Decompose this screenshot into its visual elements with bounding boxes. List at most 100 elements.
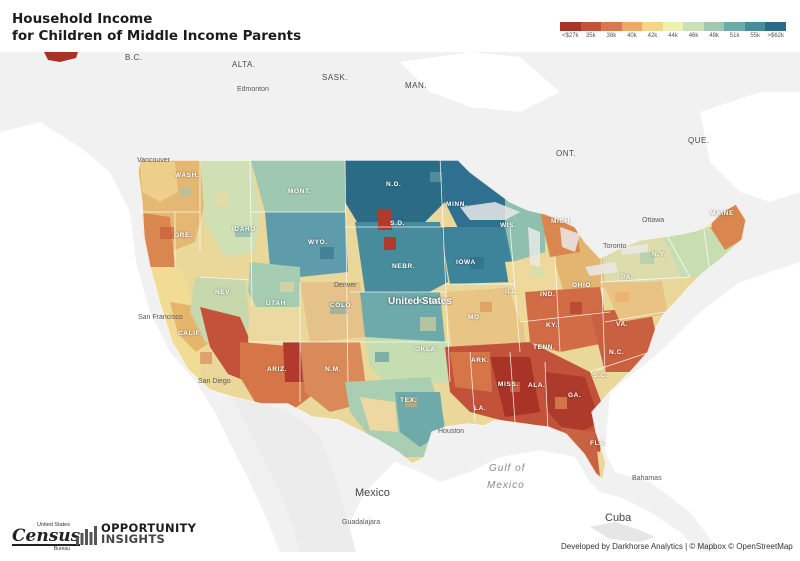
label-wash: WASH. (175, 172, 200, 179)
legend-label: 55k (750, 33, 761, 39)
label-san-diego: San Diego (198, 378, 231, 385)
label-ark: ARK. (471, 357, 490, 364)
label-ga: GA. (568, 392, 582, 399)
label-mo: MO. (468, 314, 483, 321)
label-sd: S.D. (390, 220, 406, 227)
legend-label: 46k (688, 33, 699, 39)
legend-swatch (601, 22, 622, 31)
label-va: VA. (616, 321, 629, 328)
legend-swatch (744, 22, 766, 31)
label-nebr: NEBR. (392, 263, 416, 270)
legend-label: 51k (729, 33, 740, 39)
legend-swatch (560, 22, 581, 31)
label-ottawa: Ottawa (642, 217, 665, 224)
label-ohio: OHIO (572, 282, 592, 289)
map-attribution[interactable]: Developed by Darkhorse Analytics | © Map… (561, 542, 793, 551)
label-edmonton: Edmonton (237, 86, 269, 93)
label-mich: MICH. (551, 218, 573, 225)
legend-swatch (724, 22, 745, 31)
label-fla: FLA. (590, 440, 607, 447)
label-kans: KANS. (418, 298, 442, 305)
label-que: QUE. (688, 136, 710, 145)
label-utah: UTAH (266, 300, 286, 307)
label-miss: MISS. (498, 381, 519, 388)
label-ky: KY. (546, 322, 558, 329)
title-line-2: for Children of Middle Income Parents (12, 28, 302, 44)
census-logo-sub-text: Bureau (53, 546, 70, 552)
oi-logo-line-1: OPPORTUNITY (101, 521, 197, 535)
choropleth-map[interactable]: B.C. ALTA. SASK. MAN. ONT. QUE. Edmonton… (0, 52, 800, 552)
census-logo-word: Census (12, 526, 81, 546)
label-maine: MAINE (710, 210, 734, 217)
label-guadalajara: Guadalajara (342, 519, 381, 526)
title-line-1: Household Income (12, 11, 153, 27)
label-mexico: Mexico (355, 487, 390, 499)
legend-swatch (621, 22, 643, 31)
label-iowa: IOWA (456, 259, 476, 266)
label-gulf-mexico: Mexico (487, 480, 525, 491)
label-ind: IND. (540, 291, 556, 298)
census-logo-top-text: United States (36, 522, 70, 528)
legend-label: 48k (709, 33, 719, 39)
label-ny: N.Y. (652, 251, 667, 258)
label-nm: N.M. (325, 366, 342, 373)
label-wyo: WYO. (308, 239, 328, 246)
label-houston: Houston (438, 428, 465, 435)
label-tex: TEX. (400, 397, 417, 404)
label-idaho: IDAHO (232, 226, 256, 233)
label-sask: SASK. (322, 73, 349, 82)
label-man: MAN. (405, 81, 427, 90)
label-ariz: ARIZ. (267, 366, 287, 373)
map-title: Household Income for Children of Middle … (12, 11, 301, 45)
label-ont: ONT. (556, 149, 577, 158)
legend-label: <$27k (562, 33, 579, 39)
label-minn: MINN. (446, 201, 468, 208)
label-calif: CALIF. (178, 330, 202, 337)
label-toronto: Toronto (603, 243, 627, 250)
label-ala: ALA. (528, 382, 546, 389)
label-bc: B.C. (125, 53, 143, 62)
legend-labels: <$27k 35k 38k 40k 42k 44k 46k 48k 51k 55k >$62k (560, 33, 786, 39)
legend-label: 35k (585, 33, 596, 39)
label-la: LA. (474, 405, 487, 412)
legend-label: >$62k (767, 33, 784, 39)
label-denver: Denver (334, 282, 357, 289)
legend-label: 44k (668, 33, 678, 39)
legend-swatch (642, 22, 663, 31)
legend-swatch (683, 22, 704, 31)
legend-swatch (703, 22, 725, 31)
label-pa: PA. (621, 274, 634, 281)
label-tenn: TENN. (533, 344, 556, 351)
legend-label: 42k (647, 33, 658, 39)
legend-swatch (580, 22, 602, 31)
footer: United States Census Bureau OPPORTUNITY … (0, 518, 800, 561)
legend-label: 40k (627, 33, 637, 39)
label-nd: N.D. (386, 181, 402, 188)
lake-superior (460, 202, 520, 220)
opportunity-insights-logo: OPPORTUNITY INSIGHTS (76, 521, 197, 546)
label-cuba: Cuba (605, 512, 632, 524)
label-ore: ORE. (174, 232, 193, 239)
legend-swatch (765, 22, 787, 31)
label-mont: MONT. (288, 188, 312, 195)
label-united-states: United States (388, 296, 452, 307)
census-bureau-logo: United States Census Bureau (12, 522, 81, 552)
label-sc: S.C. (593, 372, 609, 379)
map-canvas[interactable] (0, 52, 800, 552)
header: Household Income for Children of Middle … (0, 0, 800, 52)
income-legend: <$27k 35k 38k 40k 42k 44k 46k 48k 51k 55k >$62k (560, 22, 787, 39)
label-gulf-of: Gulf of (489, 463, 526, 474)
label-alta: ALTA. (232, 60, 256, 69)
label-nev: NEV. (215, 289, 232, 296)
legend-label: 38k (606, 33, 617, 39)
legend-color-scale (560, 22, 787, 31)
label-vancouver: Vancouver (137, 157, 170, 164)
bar-chart-icon (76, 526, 97, 545)
label-colo: COLO. (330, 302, 354, 309)
label-bahamas: Bahamas (632, 475, 662, 482)
label-wis: WIS. (500, 222, 517, 229)
oi-logo-line-2: INSIGHTS (101, 532, 166, 546)
label-san-francisco: San Francisco (138, 314, 183, 321)
label-ill: ILL. (505, 288, 519, 295)
label-nc: N.C. (609, 349, 625, 356)
